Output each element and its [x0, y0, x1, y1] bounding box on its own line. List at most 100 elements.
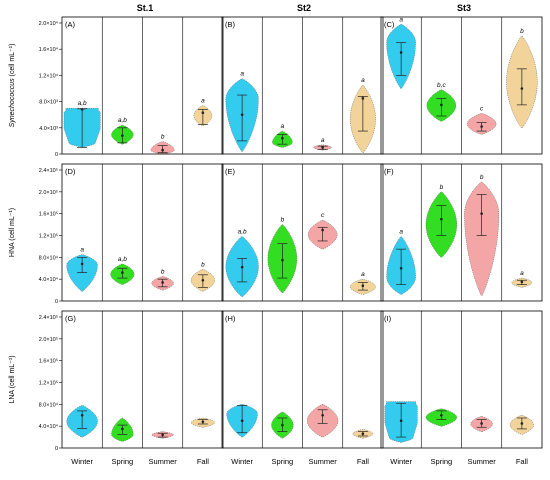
- panel-frame: [380, 310, 543, 449]
- median-point: [520, 422, 524, 425]
- panel-label: (I): [384, 314, 392, 323]
- panel-b: a a a a (B): [221, 16, 384, 155]
- y-tick-label: 4.0×10³: [39, 126, 58, 132]
- significance-letter: b,c: [437, 82, 446, 89]
- panel-c: a b,c c b (C): [380, 16, 543, 155]
- median-point: [520, 280, 524, 284]
- panel-label: (A): [65, 20, 76, 29]
- significance-letter: a: [520, 270, 524, 277]
- y-tick-label: 8.0×10⁴: [39, 401, 59, 408]
- x-tick-label-spring: Spring: [431, 457, 453, 466]
- median-point: [121, 271, 124, 274]
- median-point: [201, 420, 205, 424]
- significance-letter: c: [480, 105, 484, 112]
- panels-layer: a,b a,b b a (A) 0 4.0×10³ 8.0×10³ 1.2×10⁴ 1.6×10⁴…: [9, 16, 543, 452]
- median-point: [480, 212, 483, 215]
- median-point: [201, 278, 205, 282]
- median-point: [121, 427, 124, 431]
- panel-label: (G): [65, 314, 76, 323]
- median-point: [321, 413, 324, 417]
- panel-d: a a,b b b (D) 0 4.0×10⁴ 8.0×10⁴ 1.2×10⁵ 1.6×10⁵ 2.…: [9, 163, 224, 305]
- panel-label: (E): [225, 167, 236, 176]
- significance-letter: a: [361, 271, 365, 278]
- panel-frame: [221, 310, 384, 449]
- panel-a: a,b a,b b a (A) 0 4.0×10³ 8.0×10³ 1.2×10⁴ 1.6×10⁴…: [9, 16, 224, 158]
- panel-label: (C): [384, 20, 395, 29]
- significance-letter: b: [161, 268, 165, 275]
- column-title-st2: St2: [297, 3, 311, 13]
- y-tick-label: 1.2×10⁴: [39, 72, 59, 79]
- y-tick-label: 0: [55, 446, 58, 452]
- median-point: [361, 97, 365, 100]
- panel-frame: [380, 163, 543, 302]
- median-point: [121, 134, 124, 137]
- y-tick-label: 2.4×10⁵: [39, 167, 58, 174]
- median-point: [80, 413, 84, 417]
- panel-label: (H): [225, 314, 236, 323]
- x-tick-label-spring: Spring: [112, 457, 134, 466]
- significance-letter: a: [399, 229, 403, 236]
- y-tick-label: 0: [55, 299, 58, 305]
- median-point: [480, 422, 483, 425]
- x-tick-label-summer: Summer: [308, 457, 337, 466]
- significance-letter: a,b: [118, 256, 127, 263]
- panel-e: a,b b c a (E): [221, 163, 384, 302]
- violin-summer: [464, 181, 500, 296]
- y-tick-label: 0: [55, 152, 58, 158]
- median-point: [281, 258, 284, 262]
- significance-letter: b: [480, 174, 484, 181]
- y-axis-label: HNA (cell mL⁻¹): [9, 208, 16, 257]
- panel-frame: [380, 16, 543, 155]
- panel-label: (F): [384, 167, 394, 176]
- significance-letter: a,b: [238, 229, 247, 236]
- significance-letter: b: [440, 184, 444, 191]
- median-point: [161, 281, 164, 284]
- panel-f: a b b a (F): [380, 163, 543, 302]
- median-point: [80, 108, 84, 111]
- x-tick-label-summer: Summer: [467, 457, 496, 466]
- y-tick-label: 2.0×10⁴: [39, 20, 59, 27]
- y-axis-label: LNA (cell mL⁻¹): [9, 355, 16, 403]
- significance-letter: a: [240, 71, 244, 78]
- median-point: [201, 111, 205, 115]
- significance-letter: b: [201, 261, 205, 268]
- x-tick-label-winter: Winter: [71, 457, 93, 466]
- significance-letter: a: [361, 77, 365, 84]
- median-point: [399, 266, 403, 270]
- median-point: [520, 87, 524, 90]
- x-tick-label-spring: Spring: [272, 457, 294, 466]
- panel-frame: [221, 163, 384, 302]
- significance-letter: a: [201, 98, 205, 105]
- median-point: [80, 262, 84, 266]
- median-point: [480, 125, 483, 128]
- median-point: [161, 148, 164, 152]
- significance-letter: a,b: [78, 100, 87, 107]
- y-tick-label: 8.0×10⁴: [39, 254, 59, 261]
- median-point: [321, 228, 324, 232]
- median-point: [440, 103, 443, 107]
- panel-label: (B): [225, 20, 236, 29]
- panel-h: (H): [221, 310, 384, 449]
- x-tick-label-summer: Summer: [148, 457, 177, 466]
- significance-letter: a: [399, 16, 403, 23]
- significance-letter: a: [281, 123, 285, 130]
- y-tick-label: 4.0×10⁴: [39, 423, 59, 430]
- median-point: [281, 423, 284, 427]
- column-title-st1: St.1: [137, 3, 154, 13]
- median-point: [440, 413, 443, 417]
- y-tick-label: 4.0×10⁴: [39, 276, 59, 283]
- x-tick-label-winter: Winter: [231, 457, 253, 466]
- y-tick-label: 1.2×10⁵: [39, 380, 58, 387]
- column-title-st3: St3: [457, 3, 471, 13]
- y-axis-label: Synechococcus (cell mL⁻¹): [9, 44, 16, 128]
- significance-letter: c: [321, 212, 325, 219]
- panel-i: (I): [380, 310, 543, 449]
- significance-letter: b: [520, 28, 524, 35]
- significance-letter: b: [161, 134, 165, 141]
- significance-letter: a,b: [118, 117, 127, 124]
- median-point: [321, 146, 324, 149]
- x-tick-label-fall: Fall: [516, 457, 528, 466]
- y-tick-label: 2.0×10⁵: [39, 189, 58, 196]
